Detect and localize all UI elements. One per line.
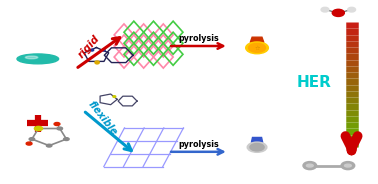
- Ellipse shape: [102, 49, 105, 51]
- Text: HER: HER: [296, 75, 331, 90]
- Ellipse shape: [321, 7, 329, 12]
- Ellipse shape: [247, 142, 267, 152]
- Text: ☆: ☆: [254, 45, 260, 50]
- Ellipse shape: [46, 144, 52, 147]
- Polygon shape: [251, 137, 263, 143]
- Ellipse shape: [17, 54, 59, 64]
- Ellipse shape: [64, 138, 69, 141]
- Ellipse shape: [348, 7, 356, 12]
- Ellipse shape: [332, 9, 344, 16]
- Ellipse shape: [34, 126, 43, 131]
- Text: pyrolysis: pyrolysis: [178, 34, 219, 43]
- Ellipse shape: [307, 164, 313, 167]
- Ellipse shape: [90, 49, 94, 51]
- Ellipse shape: [95, 61, 99, 64]
- Ellipse shape: [341, 162, 355, 170]
- Ellipse shape: [54, 123, 60, 125]
- Ellipse shape: [250, 144, 264, 151]
- Ellipse shape: [26, 142, 32, 145]
- Ellipse shape: [249, 43, 265, 52]
- Ellipse shape: [29, 138, 35, 141]
- Ellipse shape: [57, 127, 62, 130]
- Ellipse shape: [303, 162, 317, 170]
- Ellipse shape: [246, 42, 268, 54]
- Text: pyrolysis: pyrolysis: [178, 140, 219, 149]
- Ellipse shape: [113, 96, 116, 97]
- Text: flexible: flexible: [86, 99, 119, 137]
- Polygon shape: [250, 37, 264, 43]
- Ellipse shape: [344, 164, 351, 167]
- Ellipse shape: [25, 56, 38, 59]
- Text: rigid: rigid: [76, 33, 102, 60]
